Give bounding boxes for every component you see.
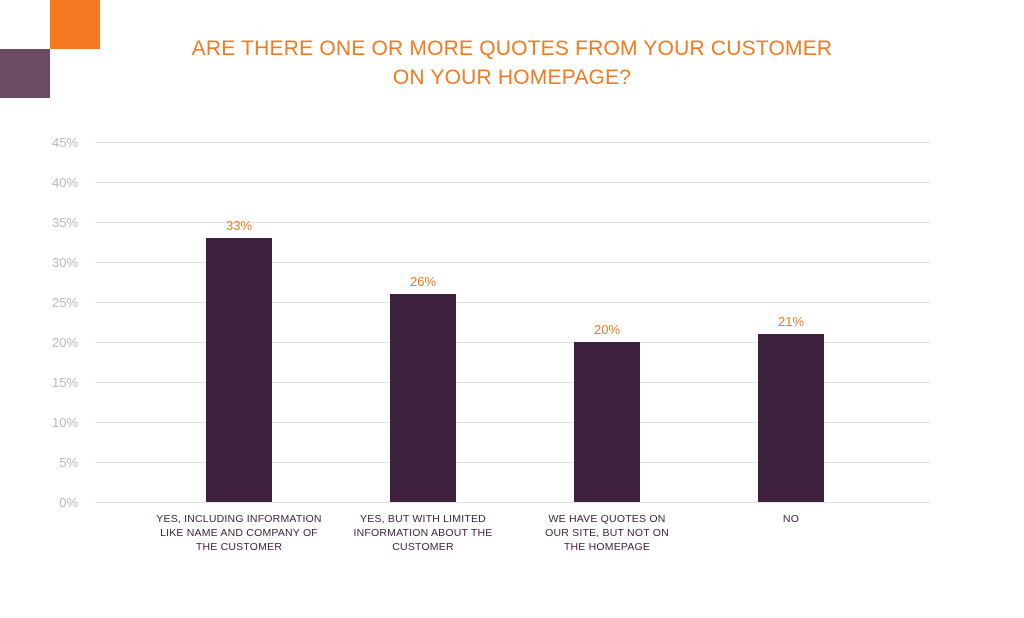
chart-title-line-2: ON YOUR HOMEPAGE? — [392, 66, 632, 89]
y-tick-label: 30% — [52, 255, 78, 270]
category-label: YES, BUT WITH LIMITED INFORMATION ABOUT T… — [333, 512, 513, 554]
bar-value-label: 21% — [778, 314, 804, 329]
chart-title-line-1: ARE THERE ONE OR MORE QUOTES FROM YOUR C… — [191, 37, 833, 60]
category-label-line: THE HOMEPAGE — [563, 541, 651, 553]
category-label-line: YES, BUT WITH LIMITED — [360, 513, 486, 525]
category-label-line: INFORMATION ABOUT THE — [353, 527, 493, 539]
y-tick-label: 45% — [52, 135, 78, 150]
category-label-line: THE CUSTOMER — [195, 541, 283, 553]
category-label-line: YES, INCLUDING INFORMATION — [156, 513, 322, 525]
purple-corner-square — [0, 49, 50, 98]
category-label-line: CUSTOMER — [392, 541, 454, 553]
y-tick-label: 40% — [52, 175, 78, 190]
y-tick-label: 0% — [59, 495, 78, 510]
y-tick-label: 25% — [52, 295, 78, 310]
category-label-line: LIKE NAME AND COMPANY OF — [160, 527, 318, 539]
bar — [390, 294, 456, 502]
category-label: YES, INCLUDING INFORMATION LIKE NAME AND … — [149, 512, 329, 554]
chart-title: ARE THERE ONE OR MORE QUOTES FROM YOUR C… — [112, 34, 912, 92]
category-label: WE HAVE QUOTES ON OUR SITE, BUT NOT ON THE… — [517, 512, 697, 554]
category-label-line: NO — [782, 513, 800, 525]
category-label: NO — [701, 512, 881, 526]
bar-value-label: 20% — [594, 322, 620, 337]
y-tick-label: 10% — [52, 415, 78, 430]
bar — [574, 342, 640, 502]
y-tick-label: 20% — [52, 335, 78, 350]
bar-value-label: 33% — [226, 218, 252, 233]
y-tick-label: 35% — [52, 215, 78, 230]
category-label-line: WE HAVE QUOTES ON — [548, 513, 666, 525]
bar — [206, 238, 272, 502]
orange-corner-square — [50, 0, 100, 49]
category-label-line: OUR SITE, BUT NOT ON — [545, 527, 669, 539]
y-tick-label: 5% — [59, 455, 78, 470]
bar-value-label: 26% — [410, 274, 436, 289]
bar — [758, 334, 824, 502]
y-tick-label: 15% — [52, 375, 78, 390]
